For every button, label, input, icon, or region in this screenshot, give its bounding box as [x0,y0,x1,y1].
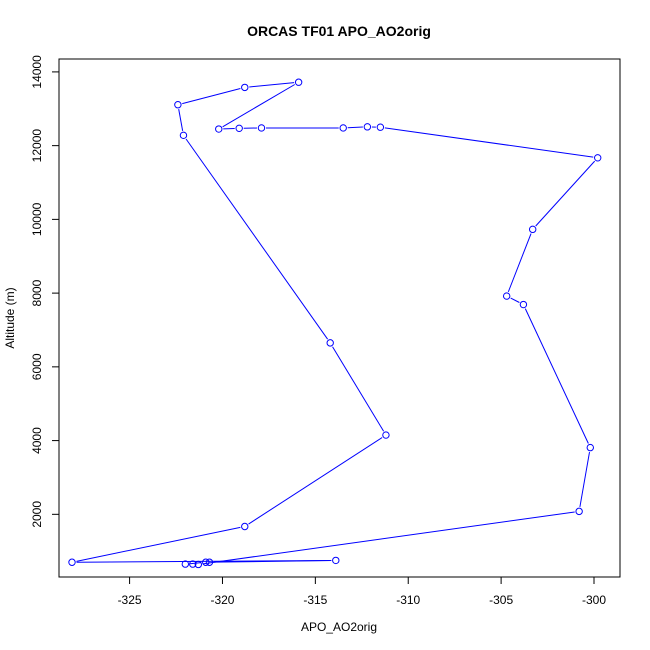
x-tick-label: -320 [210,593,234,607]
data-point [339,124,347,132]
data-point [235,124,243,133]
series-line-segment [76,526,241,562]
data-point [202,558,210,566]
x-tick-label: -325 [118,593,142,607]
x-axis-label: APO_AO2orig [301,620,377,634]
y-tick-label: 12000 [30,129,44,163]
series-line-segment [579,451,590,508]
series-line-segment [507,233,532,293]
data-point [528,225,537,234]
data-point [332,556,340,565]
series-line-segment [535,160,596,227]
series-layer [68,78,602,569]
data-point [363,123,372,131]
series-line-segment [332,346,385,432]
data-point [257,124,266,132]
series-line-segment [185,138,329,340]
data-point [179,131,188,140]
series-line-segment [76,559,332,563]
y-tick-label: 14000 [30,55,44,89]
data-point [181,560,190,568]
y-tick-label: 6000 [30,353,44,380]
y-axis-label: Altitude (m) [3,287,17,348]
data-point [194,560,203,569]
data-point [174,101,182,109]
data-point [241,83,249,92]
data-point [586,443,594,452]
series-line-segment [524,308,589,444]
data-point [519,300,528,309]
y-tick-label: 8000 [30,279,44,306]
data-point [189,560,197,568]
series-line-segment [249,82,295,88]
y-tick-label: 4000 [30,427,44,454]
x-tick-label: -305 [489,593,513,607]
x-axis: -325 -320 -315 -310 -305 -300 [118,577,606,607]
y-tick-label: 10000 [30,202,44,236]
series-line-segment [178,109,184,131]
series-line-segment [248,437,383,525]
y-axis: 2000 4000 6000 8000 10000 12000 14000 [30,55,59,528]
data-point [502,292,511,300]
data-point [205,558,214,566]
plot-frame [58,58,621,578]
data-point [215,125,223,133]
data-point [326,339,334,347]
chart-title: ORCAS TF01 APO_AO2orig [247,23,431,39]
series-line-segment [510,297,520,303]
series-line-segment [384,127,594,158]
series-line-segment [347,126,363,129]
data-point [68,558,76,566]
x-tick-label: -315 [303,593,327,607]
data-point [376,123,385,131]
data-point [294,78,303,86]
data-point [241,522,249,531]
data-point [594,154,602,162]
data-point [575,507,583,516]
series-line-segment [222,84,296,128]
series-line-segment [202,511,575,565]
x-tick-label: -310 [396,593,420,607]
series-line-segment [182,88,241,105]
x-tick-label: -300 [582,593,606,607]
data-point [382,431,390,439]
y-tick-label: 2000 [30,501,44,528]
